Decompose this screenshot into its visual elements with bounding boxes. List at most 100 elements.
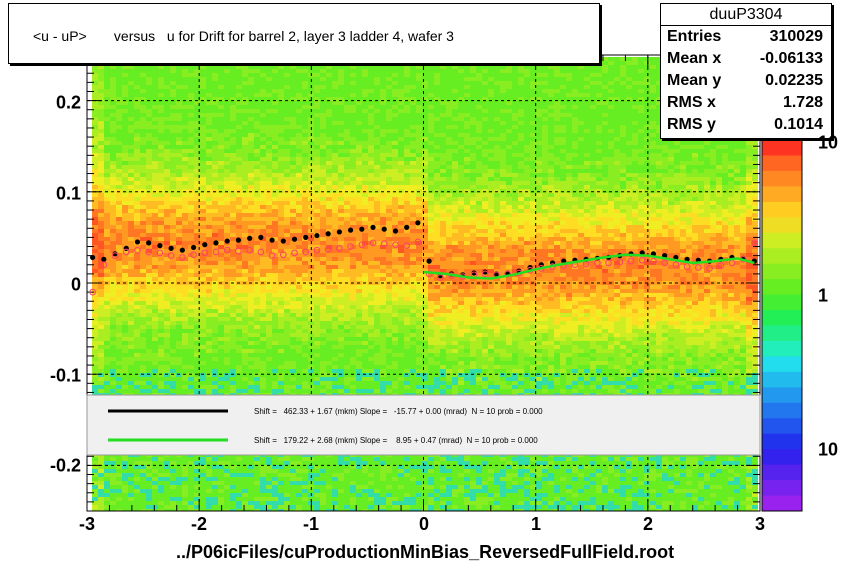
heatmap-cell (146, 109, 152, 113)
heatmap-cell (302, 497, 308, 501)
heatmap-cell (272, 145, 278, 149)
heatmap-cell (218, 257, 224, 261)
heatmap-cell (92, 293, 98, 297)
heatmap-cell (134, 85, 140, 89)
heatmap-cell (158, 205, 164, 209)
heatmap-cell (344, 153, 350, 157)
heatmap-cell (278, 133, 284, 137)
heatmap-cell (116, 297, 122, 301)
heatmap-cell (290, 93, 296, 97)
heatmap-cell (314, 217, 320, 221)
heatmap-cell (110, 181, 116, 185)
heatmap-cell (212, 157, 218, 161)
heatmap-cell (218, 121, 224, 125)
heatmap-cell (344, 509, 350, 511)
heatmap-cell (290, 109, 296, 113)
heatmap-cell (308, 477, 314, 481)
heatmap-cell (242, 473, 248, 477)
heatmap-cell (278, 481, 284, 485)
heatmap-cell (266, 177, 272, 181)
heatmap-cell (272, 293, 278, 297)
heatmap-cell (260, 109, 266, 113)
heatmap-cell (164, 193, 170, 197)
heatmap-cell (206, 469, 212, 473)
heatmap-cell (326, 477, 332, 481)
heatmap-cell (152, 121, 158, 125)
heatmap-cell (134, 385, 140, 389)
heatmap-cell (224, 165, 230, 169)
heatmap-cell (320, 505, 326, 509)
heatmap-cell (140, 205, 146, 209)
heatmap-cell (206, 333, 212, 337)
heatmap-cell (284, 169, 290, 173)
heatmap-cell (266, 189, 272, 193)
heatmap-cell (254, 457, 260, 461)
heatmap-cell (248, 125, 254, 129)
heatmap-cell (350, 277, 356, 281)
heatmap-cell (242, 373, 248, 377)
heatmap-cell (302, 241, 308, 245)
heatmap-cell (218, 349, 224, 353)
heatmap-cell (332, 77, 338, 81)
heatmap-cell (110, 233, 116, 237)
heatmap-cell (284, 489, 290, 493)
heatmap-cell (110, 461, 116, 465)
heatmap-cell (284, 201, 290, 205)
heatmap-cell (104, 197, 110, 201)
heatmap-cell (206, 165, 212, 169)
heatmap-cell (122, 249, 128, 253)
heatmap-cell (260, 253, 266, 257)
heatmap-cell (98, 85, 104, 89)
heatmap-cell (242, 365, 248, 369)
heatmap-cell (152, 193, 158, 197)
heatmap-cell (278, 285, 284, 289)
heatmap-cell (134, 365, 140, 369)
heatmap-cell (98, 481, 104, 485)
heatmap-cell (308, 165, 314, 169)
heatmap-cell (242, 153, 248, 157)
heatmap-cell (188, 201, 194, 205)
heatmap-cell (350, 341, 356, 345)
heatmap-cell (128, 85, 134, 89)
heatmap-cell (92, 165, 98, 169)
heatmap-cell (104, 361, 110, 365)
heatmap-cell (320, 285, 326, 289)
heatmap-cell (332, 209, 338, 213)
heatmap-cell (344, 485, 350, 489)
heatmap-cell (302, 137, 308, 141)
heatmap-cell (338, 109, 344, 113)
heatmap-cell (182, 373, 188, 377)
heatmap-cell (254, 365, 260, 369)
heatmap-cell (272, 289, 278, 293)
heatmap-cell (350, 381, 356, 385)
heatmap-cell (332, 85, 338, 89)
heatmap-cell (176, 233, 182, 237)
heatmap-cell (206, 105, 212, 109)
heatmap-cell (326, 213, 332, 217)
heatmap-cell (230, 341, 236, 345)
heatmap-cell (224, 389, 230, 393)
heatmap-cell (134, 177, 140, 181)
heatmap-cell (296, 233, 302, 237)
heatmap-cell (338, 173, 344, 177)
heatmap-cell (122, 305, 128, 309)
heatmap-cell (152, 377, 158, 381)
heatmap-cell (224, 141, 230, 145)
heatmap-cell (266, 345, 272, 349)
heatmap-cell (248, 357, 254, 361)
heatmap-cell (188, 145, 194, 149)
heatmap-cell (236, 509, 242, 511)
heatmap-cell (248, 273, 254, 277)
heatmap-cell (176, 129, 182, 133)
heatmap-cell (326, 301, 332, 305)
heatmap-cell (326, 173, 332, 177)
heatmap-cell (176, 193, 182, 197)
heatmap-cell (248, 193, 254, 197)
heatmap-cell (242, 205, 248, 209)
heatmap-cell (104, 329, 110, 333)
heatmap-cell (230, 381, 236, 385)
heatmap-cell (212, 501, 218, 505)
heatmap-cell (110, 213, 116, 217)
heatmap-cell (158, 293, 164, 297)
heatmap-cell (218, 373, 224, 377)
